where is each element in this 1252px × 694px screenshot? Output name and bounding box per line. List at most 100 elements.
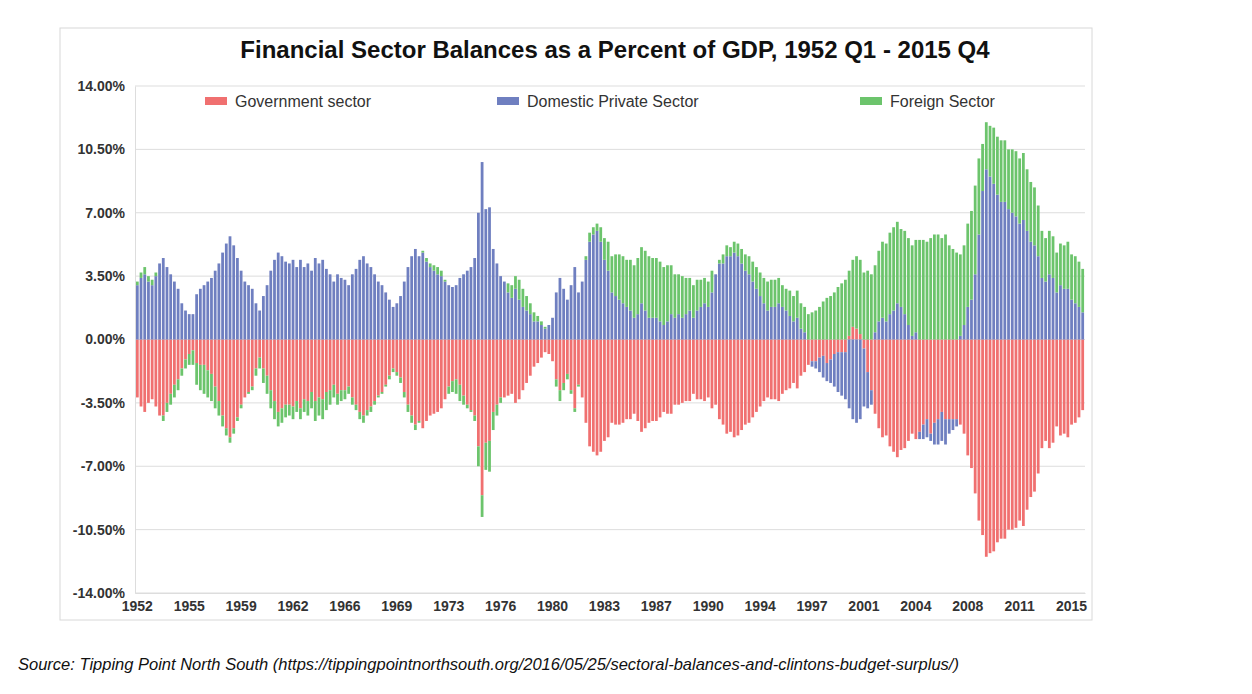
bar — [206, 370, 209, 397]
bar — [774, 307, 777, 340]
bar — [636, 258, 639, 314]
bar — [955, 253, 958, 340]
bar — [926, 242, 929, 340]
bar — [147, 282, 150, 340]
bar — [677, 274, 680, 314]
bar — [974, 340, 977, 494]
bar — [911, 340, 914, 434]
bar — [1059, 340, 1062, 436]
bar — [143, 340, 146, 412]
bar — [499, 397, 502, 402]
bar — [262, 340, 265, 369]
bar — [900, 340, 903, 450]
bar — [362, 416, 365, 423]
x-axis-line — [136, 593, 1086, 594]
x-tick: 1955 — [174, 593, 205, 614]
bar — [785, 289, 788, 311]
bar — [996, 195, 999, 340]
bar — [481, 162, 484, 339]
bar — [377, 396, 380, 398]
bar — [418, 256, 421, 339]
bar — [1011, 149, 1014, 212]
bar — [1066, 242, 1069, 289]
bar — [306, 401, 309, 415]
bar — [266, 340, 269, 376]
bar — [651, 340, 654, 421]
bar — [1033, 340, 1036, 492]
grid-line — [135, 86, 1085, 87]
bar — [303, 267, 306, 339]
bar — [1052, 340, 1055, 443]
bar — [455, 340, 458, 380]
bar — [696, 340, 699, 400]
bar — [659, 340, 662, 418]
x-tick: 1997 — [796, 593, 827, 614]
bar — [499, 340, 502, 398]
bar — [369, 267, 372, 339]
bar — [258, 311, 261, 340]
bar — [822, 356, 825, 378]
bar — [692, 318, 695, 340]
bar — [221, 253, 224, 340]
bar — [740, 263, 743, 339]
bar — [384, 292, 387, 339]
bar — [518, 300, 521, 340]
bar — [332, 385, 335, 398]
bar — [803, 332, 806, 339]
bar — [859, 340, 862, 420]
legend-swatch — [860, 97, 882, 105]
bar — [610, 340, 613, 423]
bar — [744, 340, 747, 425]
bar — [418, 421, 421, 423]
bar — [733, 242, 736, 253]
bar — [188, 314, 191, 339]
bar — [143, 274, 146, 339]
bar — [681, 340, 684, 403]
bar — [292, 260, 295, 340]
bar — [1003, 340, 1006, 539]
bar — [444, 340, 447, 400]
bar — [277, 340, 280, 412]
bar — [318, 340, 321, 398]
bar — [433, 271, 436, 340]
bar — [1029, 242, 1032, 340]
bar — [748, 256, 751, 274]
bar — [440, 271, 443, 276]
bar — [299, 260, 302, 340]
bar — [169, 340, 172, 394]
legend-label: Foreign Sector — [890, 93, 996, 110]
bar — [525, 296, 528, 310]
bar — [814, 361, 817, 368]
bar — [295, 267, 298, 339]
bar — [792, 296, 795, 321]
bar — [570, 340, 573, 391]
bar — [662, 325, 665, 339]
bar — [655, 318, 658, 340]
bar — [210, 278, 213, 340]
bar — [295, 340, 298, 402]
bar — [329, 390, 332, 404]
bar — [540, 325, 543, 339]
bar — [640, 247, 643, 303]
bar — [1066, 289, 1069, 340]
bar — [1055, 340, 1058, 427]
bar — [955, 340, 958, 420]
bar — [184, 340, 187, 360]
bar — [566, 340, 569, 374]
bar — [295, 401, 298, 412]
bar — [173, 340, 176, 385]
bar — [314, 340, 317, 402]
x-tick-label: 1994 — [745, 598, 776, 614]
bar — [221, 340, 224, 416]
bar — [688, 278, 691, 311]
bar — [696, 280, 699, 311]
bar — [718, 263, 721, 339]
bar — [151, 285, 154, 339]
bar — [395, 372, 398, 376]
bar — [1000, 140, 1003, 202]
bar — [303, 399, 306, 412]
bar — [718, 260, 721, 264]
bar — [192, 350, 195, 364]
bar — [648, 318, 651, 340]
bar — [766, 340, 769, 398]
